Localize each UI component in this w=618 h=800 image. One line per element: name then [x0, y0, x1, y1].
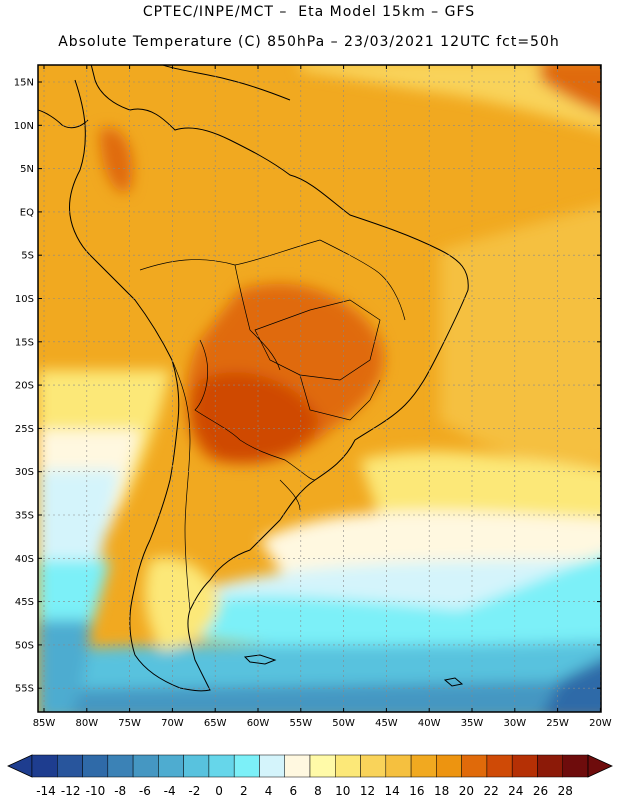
lat-label: 5S [21, 251, 34, 262]
map-title-line2: Absolute Temperature (C) 850hPa – 23/03/… [58, 34, 560, 50]
colorbar-bin [410, 754, 437, 778]
colorbar-label: -12 [61, 784, 81, 798]
lat-label: 10N [14, 121, 34, 132]
colorbar-label: 2 [240, 784, 248, 798]
colorbar-label: -10 [86, 784, 106, 798]
lon-label: 40W [418, 718, 441, 729]
colorbar-bin [511, 754, 538, 778]
colorbar-label: 4 [265, 784, 273, 798]
colorbar-bin [107, 754, 134, 778]
colorbar-bin [309, 754, 336, 778]
lat-label: 50S [15, 640, 34, 651]
colorbar-bin [537, 754, 563, 778]
coastlines [38, 65, 469, 692]
lon-label: 50W [332, 718, 355, 729]
colorbar-bin [208, 754, 235, 778]
lon-label: 70W [161, 718, 184, 729]
lon-label: 45W [375, 718, 398, 729]
colorbar-label: 6 [289, 784, 297, 798]
lat-label: 40S [15, 554, 34, 565]
colorbar-label: 12 [360, 784, 375, 798]
colorbar-label: 26 [533, 784, 548, 798]
lon-label: 35W [461, 718, 484, 729]
lat-label: 45S [15, 597, 34, 608]
colorbar-label: -8 [114, 784, 126, 798]
lat-label: 15N [14, 78, 34, 89]
lon-label: 75W [118, 718, 141, 729]
colorbar-label: 10 [335, 784, 350, 798]
lon-label: 60W [247, 718, 270, 729]
colorbar-bin [360, 754, 387, 778]
colorbar-bin [57, 754, 83, 778]
lon-label: 30W [503, 718, 526, 729]
lon-label: 20W [589, 718, 612, 729]
lat-label: 30S [15, 467, 34, 478]
lat-label: 55S [15, 684, 34, 695]
colorbar-label: 22 [483, 784, 498, 798]
lat-label: 10S [15, 294, 34, 305]
colorbar-bin [562, 754, 589, 778]
lat-label: 35S [15, 511, 34, 522]
latitude-labels: 15N 10N 5N EQ 5S 10S 15S 20S 25S 30S 35S 40S 45S 50S 5… [14, 78, 34, 695]
colorbar-label: 8 [314, 784, 322, 798]
lon-label: 55W [289, 718, 312, 729]
colorbar-label: -14 [36, 784, 56, 798]
colorbar-label: 0 [215, 784, 223, 798]
colorbar-bin [183, 754, 210, 778]
colorbar-label: 18 [434, 784, 449, 798]
colorbar-bin [158, 754, 184, 778]
lat-label: 15S [15, 337, 34, 348]
colorbar-bin [284, 754, 311, 778]
map-title-line1: CPTEC/INPE/MCT – Eta Model 15km – GFS [142, 4, 476, 20]
lat-label: 5N [20, 164, 34, 175]
map-panel [38, 65, 601, 712]
lon-label: 25W [546, 718, 569, 729]
lon-label: 80W [75, 718, 98, 729]
colorbar-label: -6 [139, 784, 151, 798]
colorbar-bin [461, 754, 488, 778]
lon-label: 85W [33, 718, 56, 729]
colorbar-label: 14 [385, 784, 400, 798]
colorbar-bin [335, 754, 361, 778]
longitude-labels: 85W 80W 75W 70W 65W 60W 55W 50W 45W 40W 35W 30W 25W 2… [33, 718, 612, 729]
lat-label: 25S [15, 424, 34, 435]
colorbar-label: 20 [459, 784, 474, 798]
colorbar: -14 -12 -10 -8 -6 -4 -2 0 2 4 6 8 10 12 14 16 18 20 22 24 26… [7, 754, 613, 798]
axis-ticks [38, 65, 601, 712]
colorbar-bin [82, 754, 109, 778]
colorbar-bin [132, 754, 159, 778]
colorbar-arrow-high [587, 754, 613, 778]
colorbar-label: -2 [188, 784, 200, 798]
colorbar-arrow-low [7, 754, 33, 778]
colorbar-label: 16 [409, 784, 424, 798]
colorbar-bin [233, 754, 260, 778]
graticule [38, 65, 601, 712]
map-frame [37, 64, 602, 713]
colorbar-label: 24 [508, 784, 523, 798]
lat-label: 20S [15, 381, 34, 392]
colorbar-bin [385, 754, 412, 778]
colorbar-label: 28 [558, 784, 573, 798]
lon-label: 65W [204, 718, 227, 729]
temperature-field [38, 65, 601, 712]
colorbar-bin [259, 754, 285, 778]
colorbar-label: -4 [164, 784, 176, 798]
colorbar-bin [31, 754, 58, 778]
colorbar-bin [486, 754, 513, 778]
country-borders [139, 239, 406, 611]
lat-label: EQ [20, 207, 34, 218]
colorbar-bin [436, 754, 462, 778]
